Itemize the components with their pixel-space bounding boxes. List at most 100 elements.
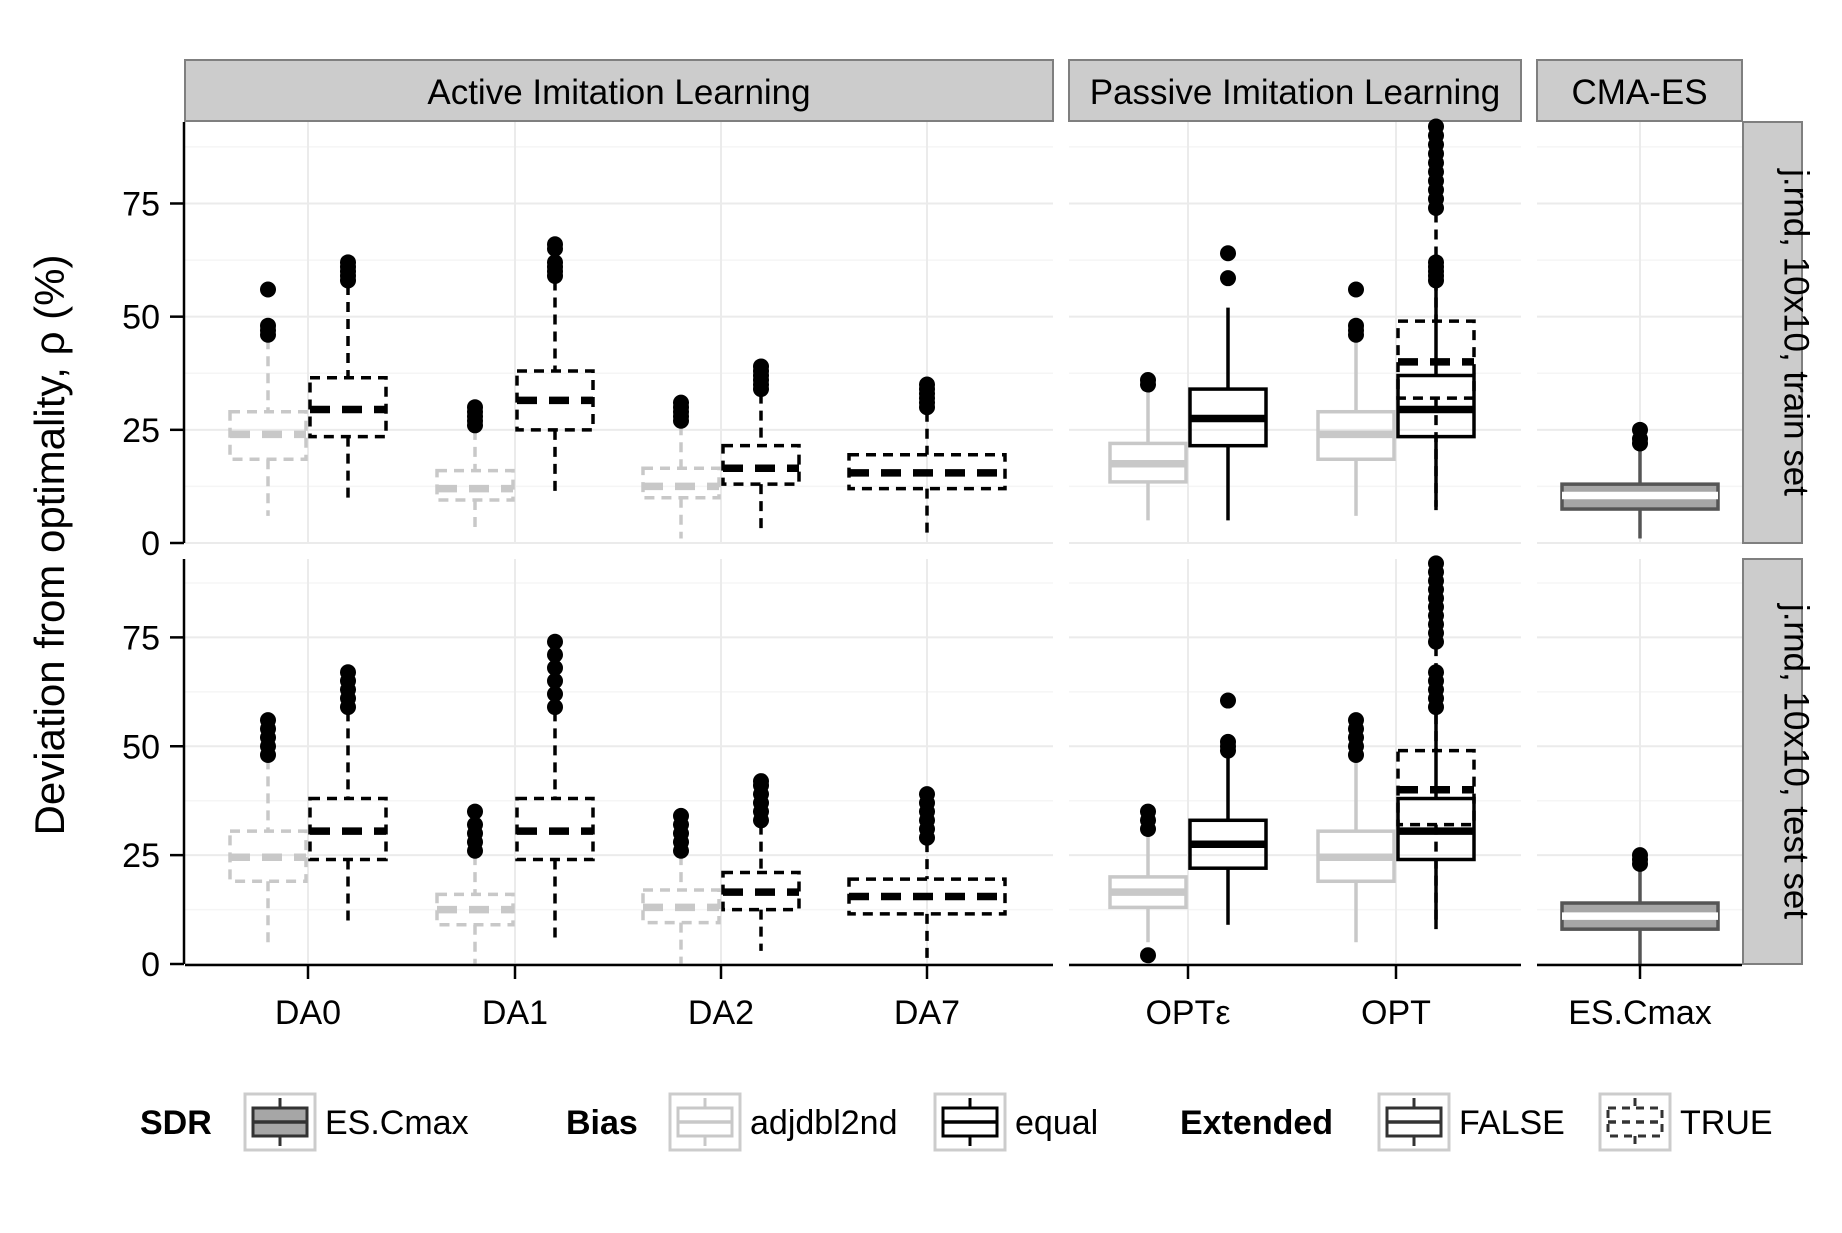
boxplot-DA2-adjdbl2nd-row0 [641, 394, 721, 539]
outlier-point [547, 699, 563, 716]
outlier-point [547, 633, 563, 650]
panel-bg-0-0 [185, 122, 1053, 543]
boxplot-DA0-adjdbl2nd-row0 [228, 281, 308, 516]
outlier-point [467, 803, 483, 820]
legend-title: Bias [566, 1104, 638, 1142]
panel-bg-1-1 [1069, 559, 1521, 964]
boxplot-OPTε-adjdbl2nd-row1 [1108, 803, 1188, 964]
outlier-point [547, 672, 563, 689]
outlier-point [467, 399, 483, 416]
outlier-point [1220, 245, 1236, 262]
outlier-point [1348, 317, 1364, 334]
outlier-point [547, 686, 563, 702]
boxplot-ES.Cmax-ES.Cmax-row0 [1560, 421, 1720, 539]
boxplot-DA2-equal-row0 [721, 358, 801, 530]
y-tick-label: 50 [122, 299, 160, 337]
boxplot-OPTε-equal-row1 [1188, 692, 1268, 925]
outlier-point [1632, 421, 1648, 438]
outlier-point [673, 807, 689, 824]
row-strip-label-1: j.rnd, 10x10, test set [1777, 603, 1816, 919]
panel-bg-1-0 [185, 559, 1053, 964]
boxplot-DA2-adjdbl2nd-row1 [641, 807, 721, 964]
row-strip-label-0: j.rnd, 10x10, train set [1777, 168, 1816, 496]
x-tick-label-DA0: DA0 [275, 994, 341, 1032]
legend-title: Extended [1180, 1104, 1333, 1142]
x-tick-label-OPTε: OPTε [1145, 994, 1230, 1032]
outlier-point [1220, 692, 1236, 709]
outlier-point [547, 659, 563, 676]
boxplot-DA0-adjdbl2nd-row1 [228, 712, 308, 943]
x-tick-label-ES.Cmax: ES.Cmax [1568, 994, 1712, 1032]
outlier-point [260, 712, 276, 729]
outlier-point [467, 816, 483, 833]
legend: SDR ES.Cmax Bias adjdbl2nd equal Extended FALS… [140, 1092, 1773, 1152]
outlier-point [1140, 947, 1156, 964]
boxplot-OPTε-adjdbl2nd-row0 [1108, 372, 1188, 521]
boxplot-OPT-equal-row0 [1396, 118, 1476, 512]
outlier-point [547, 254, 563, 271]
boxplot-DA7-equal-row0 [847, 376, 1007, 534]
x-tick-label-OPT: OPT [1361, 994, 1431, 1032]
y-tick-label: 0 [141, 525, 160, 563]
y-axis-title: Deviation from optimality, ρ (%) [26, 255, 73, 836]
legend-group-extended: Extended FALSE TRUE [1180, 1092, 1773, 1152]
panels-layer: Active Imitation Learning Passive Imitati… [184, 59, 1816, 965]
column-strip-label-0: Active Imitation Learning [427, 73, 810, 112]
outlier-point [1348, 712, 1364, 729]
boxplot-DA2-equal-row1 [721, 773, 801, 951]
column-strip-2 [1536, 59, 1743, 122]
boxplot-DA1-adjdbl2nd-row1 [435, 803, 515, 964]
y-tick-label: 75 [122, 619, 160, 657]
y-tick-label: 25 [122, 837, 160, 875]
outlier-point [1140, 803, 1156, 820]
boxplot-ES.Cmax-ES.Cmax-row1 [1560, 847, 1720, 964]
outlier-point [673, 394, 689, 411]
y-tick-label: 25 [122, 412, 160, 450]
outlier-point [1140, 372, 1156, 389]
boxplot-OPT-adjdbl2nd-row0 [1316, 281, 1396, 516]
column-strip-0 [184, 59, 1054, 122]
marks-layer [228, 118, 1720, 964]
column-strip-1 [1068, 59, 1522, 122]
boxplot-OPTε-equal-row0 [1188, 245, 1268, 521]
y-tick-label: 75 [122, 185, 160, 223]
column-strip-label-1: Passive Imitation Learning [1090, 73, 1501, 112]
boxplot-OPT-equal-row1 [1396, 555, 1476, 921]
legend-label: FALSE [1459, 1104, 1565, 1142]
row-strip-0 [1742, 121, 1803, 544]
outlier-point [753, 773, 769, 790]
y-tick-label: 0 [141, 946, 160, 984]
boxplot-DA1-adjdbl2nd-row0 [435, 399, 515, 530]
legend-label: TRUE [1680, 1104, 1773, 1142]
outlier-point [340, 254, 356, 271]
legend-group-bias: Bias adjdbl2nd equal [566, 1092, 1098, 1152]
outlier-point [1428, 555, 1444, 572]
boxplot-DA0-equal-row1 [308, 664, 388, 921]
outlier-point [1220, 270, 1236, 287]
legend-label: equal [1015, 1104, 1098, 1142]
boxplot-DA0-equal-row0 [308, 254, 388, 498]
y-tick-label: 50 [122, 728, 160, 766]
outlier-point [1348, 281, 1364, 298]
axes-layer: 0 25 50 75 0 25 50 75 DA0 DA1 DA2 DA7 OPTε OPT ES.Cmax [122, 122, 1742, 1032]
legend-title: SDR [140, 1104, 212, 1142]
box [1396, 319, 1476, 400]
boxplot-DA1-equal-row0 [515, 236, 595, 494]
outlier-point [260, 281, 276, 298]
boxplot-OPT-adjdbl2nd-row1 [1316, 712, 1396, 943]
row-strip-1 [1742, 558, 1803, 965]
legend-label: adjdbl2nd [750, 1104, 897, 1142]
x-tick-label-DA1: DA1 [482, 994, 548, 1032]
outlier-point [547, 236, 563, 253]
legend-group-sdr: SDR ES.Cmax [140, 1092, 469, 1152]
panel-bg-0-1 [1069, 122, 1521, 543]
outlier-point [753, 358, 769, 375]
outlier-point [1220, 733, 1236, 750]
outlier-point [1428, 118, 1444, 135]
outlier-point [340, 664, 356, 681]
x-tick-label-DA7: DA7 [894, 994, 960, 1032]
outlier-point [1428, 254, 1444, 271]
outlier-point [547, 646, 563, 663]
legend-label: ES.Cmax [325, 1104, 469, 1142]
